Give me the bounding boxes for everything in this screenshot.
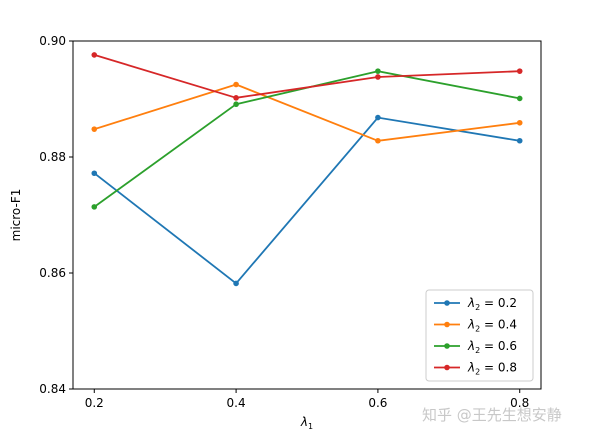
- data-point: [375, 114, 381, 121]
- data-point: [375, 74, 381, 80]
- series-line-2: [94, 83, 520, 142]
- data-point: [233, 81, 239, 88]
- y-axis-title: micro-F1: [9, 189, 23, 242]
- legend-entry: λ2 = 0.2: [467, 296, 517, 312]
- legend-frame: [425, 289, 534, 382]
- watermark-text: 知乎 @王先生想安静: [422, 406, 562, 424]
- legend-entry: λ2 = 0.8: [467, 361, 517, 377]
- x-axis-ticks: 0.2 0.4 0.6 0.8: [85, 389, 529, 410]
- plot-frame: [72, 40, 542, 390]
- data-point: [91, 170, 98, 177]
- data-point: [233, 101, 239, 108]
- y-tick-label: 0.84: [39, 382, 66, 396]
- data-point: [375, 68, 381, 74]
- data-point: [375, 137, 381, 144]
- x-tick-label: 0.6: [368, 396, 387, 410]
- series-line-4: [94, 54, 520, 99]
- legend-entry: λ2 = 0.6: [467, 339, 517, 355]
- x-tick-label: 0.4: [227, 396, 246, 410]
- x-tick-label: 0.2: [85, 396, 104, 410]
- x-tick-label: 0.8: [510, 396, 529, 410]
- legend-marker: [444, 300, 450, 306]
- y-tick-label: 0.90: [39, 34, 66, 48]
- data-point: [91, 126, 98, 132]
- data-point: [516, 137, 523, 144]
- series-line-1: [93, 116, 520, 285]
- y-tick-label: 0.86: [39, 266, 66, 280]
- y-axis-ticks: 0.84 0.86 0.88 0.90: [39, 34, 73, 396]
- data-point: [91, 204, 98, 210]
- legend-marker: [444, 364, 450, 371]
- data-point: [516, 68, 523, 74]
- legend-marker: [444, 343, 450, 349]
- x-axis-title: λ1: [300, 415, 313, 431]
- data-point: [233, 280, 239, 287]
- y-tick-label: 0.88: [39, 150, 66, 164]
- legend: λ2 = 0.2 λ2 = 0.4 λ2 = 0.6 λ2 = 0.8: [425, 289, 534, 382]
- data-point: [233, 95, 239, 101]
- legend-marker: [444, 321, 450, 328]
- data-point: [516, 95, 523, 102]
- series-layer: [91, 52, 523, 287]
- legend-entry: λ2 = 0.4: [467, 318, 517, 334]
- data-point: [516, 119, 523, 126]
- data-point: [91, 52, 98, 58]
